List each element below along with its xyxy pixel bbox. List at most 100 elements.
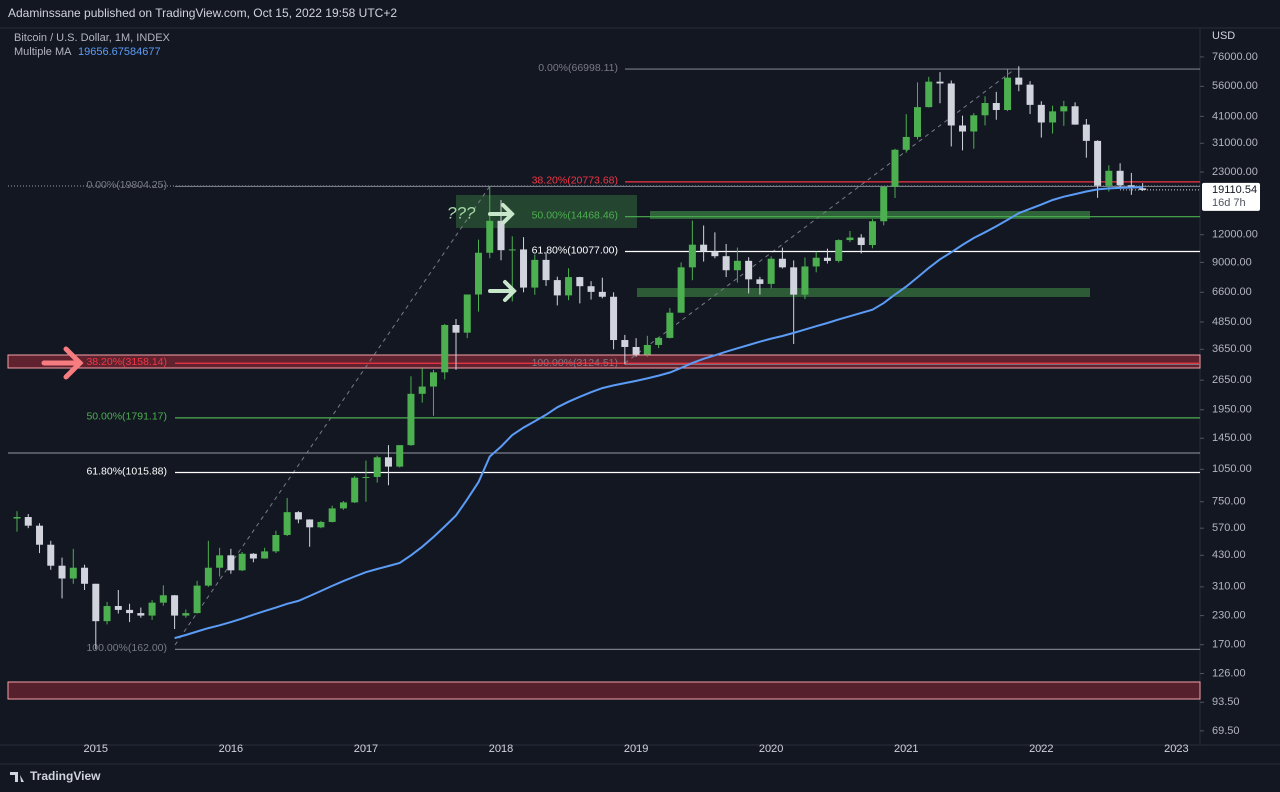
y-tick-label: 3650.00 [1212, 343, 1252, 355]
candle-body [463, 294, 471, 333]
candle-body [137, 613, 145, 616]
candle-body [159, 595, 167, 603]
candle-body [756, 279, 764, 284]
candle-body [24, 517, 32, 526]
candle-body [902, 136, 910, 150]
candle-body [373, 457, 381, 477]
candle-body [688, 244, 696, 268]
candle-body [587, 286, 595, 292]
candle-body [1026, 84, 1034, 105]
candle-body [666, 312, 674, 338]
candle-body [722, 256, 730, 271]
candle-body [1071, 106, 1079, 125]
candle-body [261, 551, 269, 559]
y-tick-label: 230.00 [1212, 609, 1246, 621]
y-tick-label: 6600.00 [1212, 286, 1252, 298]
zone [637, 288, 1090, 297]
footer: TradingView [30, 769, 101, 783]
y-tick-label: 69.50 [1212, 725, 1240, 737]
candle-body [171, 595, 179, 616]
candle-body [407, 393, 415, 446]
candle-body [47, 544, 55, 566]
candle-body [238, 553, 246, 571]
fib-label: 0.00%(66998.11) [538, 62, 618, 74]
y-tick-label: 750.00 [1212, 496, 1246, 508]
candle-body [486, 220, 494, 253]
candle-body [103, 606, 111, 622]
header: Adaminssane published on TradingView.com… [8, 6, 397, 20]
countdown: 16d 7h [1212, 197, 1246, 209]
y-tick-label: 23000.00 [1212, 166, 1258, 178]
y-tick-label: 9000.00 [1212, 256, 1252, 268]
candle-body [812, 257, 820, 267]
arrow [488, 203, 515, 225]
y-tick-label: 93.50 [1212, 696, 1240, 708]
fib-label: 61.80%(1015.88) [86, 465, 167, 477]
candle-body [396, 445, 404, 467]
candle-body [497, 220, 505, 251]
fib-label: 50.00%(1791.17) [86, 411, 167, 423]
x-tick-label: 2021 [894, 743, 918, 755]
candle-body [508, 249, 516, 251]
candle-body [58, 565, 66, 579]
fib-label: 50.00%(14468.46) [532, 209, 618, 221]
annotation: ??? [447, 203, 476, 222]
candle-body [981, 103, 989, 116]
y-tick-label: 2650.00 [1212, 374, 1252, 386]
x-tick-label: 2015 [84, 743, 108, 755]
candle-body [565, 277, 573, 296]
candle-body [643, 344, 651, 355]
candle-body [92, 583, 100, 622]
candle-body [767, 258, 775, 284]
candle-body [1060, 106, 1068, 112]
candle-body [216, 555, 224, 568]
candle-body [970, 115, 978, 132]
candle-body [835, 240, 843, 261]
fib-label: 100.00%(162.00) [86, 642, 167, 654]
candle-body [621, 340, 629, 347]
x-tick-label: 2017 [354, 743, 378, 755]
logo [10, 772, 24, 782]
y-tick-label: 170.00 [1212, 639, 1246, 651]
candle-body [1037, 104, 1045, 123]
candle-body [126, 609, 134, 614]
legend-title: Bitcoin / U.S. Dollar, 1M, INDEX [14, 32, 171, 44]
candle-body [655, 337, 663, 345]
candle-body [1004, 77, 1012, 111]
x-tick-label: 2019 [624, 743, 648, 755]
fib-label: 0.00%(19804.25) [86, 179, 167, 191]
candle-body [306, 519, 314, 528]
candle-body [294, 512, 302, 520]
y-tick-label: 430.00 [1212, 549, 1246, 561]
candle-body [846, 237, 854, 241]
candle-body [148, 602, 156, 616]
candle-body [227, 555, 235, 571]
candle-body [531, 259, 539, 288]
candle-body [69, 567, 77, 579]
candle-body [1139, 188, 1147, 190]
y-tick-label: 41000.00 [1212, 110, 1258, 122]
zone [650, 211, 1090, 219]
candle-body [204, 567, 212, 586]
candle-body [610, 296, 618, 341]
y-tick-label: 570.00 [1212, 522, 1246, 534]
candle-body [632, 346, 640, 355]
candle-body [733, 260, 741, 271]
candle-body [317, 521, 325, 528]
y-tick-label: 31000.00 [1212, 137, 1258, 149]
legend-entry: Multiple MA [14, 46, 72, 58]
y-tick-label: 12000.00 [1212, 229, 1258, 241]
ma-line [174, 186, 1143, 640]
price-label: 19110.54 [1212, 184, 1257, 196]
candle-body [880, 186, 888, 222]
trend-line [624, 68, 1016, 364]
candle-body [677, 267, 685, 313]
price-label-box [1202, 182, 1260, 211]
fib-label: 38.20%(20773.68) [532, 175, 618, 187]
fib-label: 38.20%(3158.14) [86, 356, 167, 368]
y-tick-label: 126.00 [1212, 667, 1246, 679]
candle-body [745, 260, 753, 280]
zone [456, 195, 637, 228]
